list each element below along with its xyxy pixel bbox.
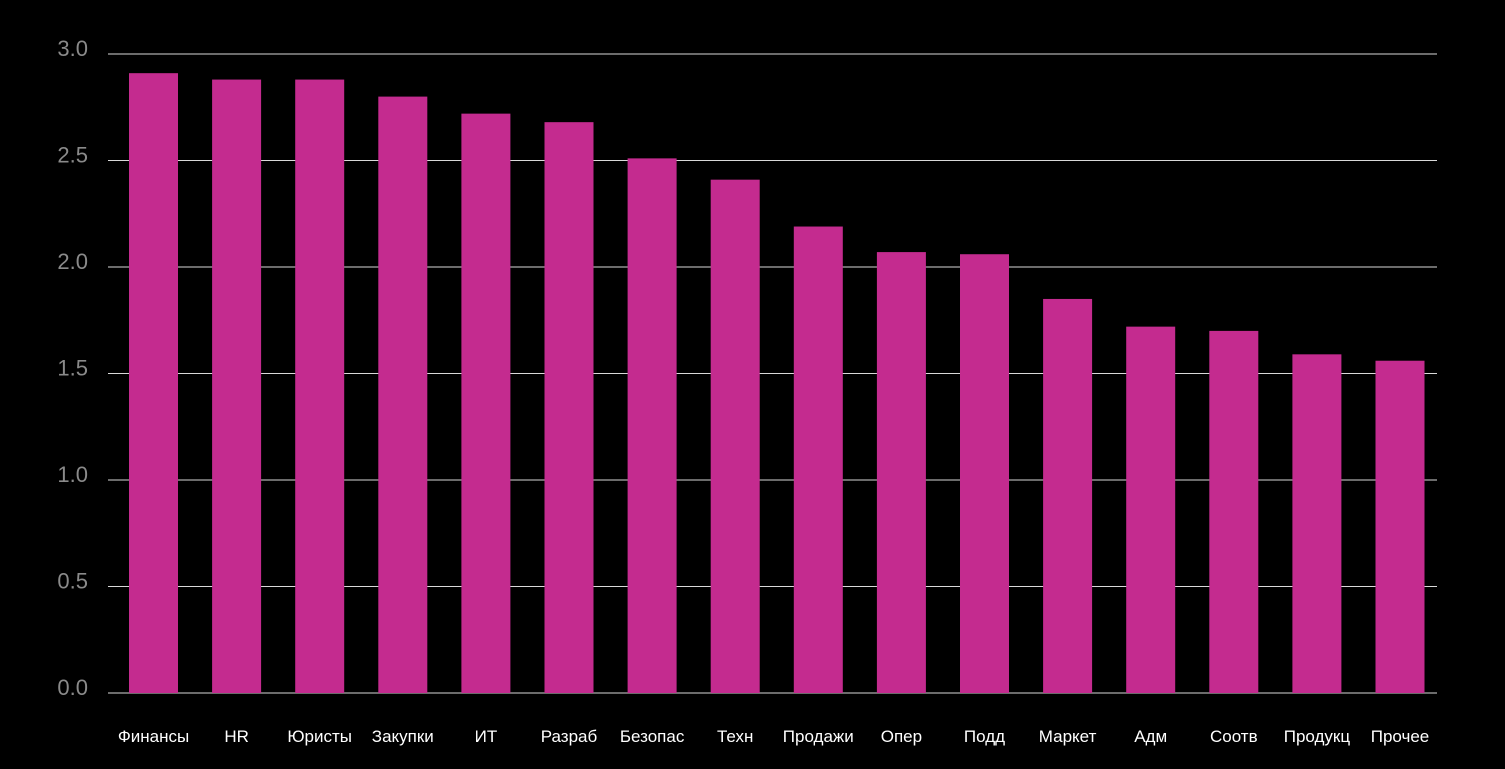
bar: [793, 226, 843, 693]
x-category-label: Подд: [964, 727, 1005, 746]
bar: [876, 252, 926, 693]
y-axis-tick-labels: 0.0 0.5 1.0 1.5 2.0 2.5 3.0: [57, 36, 88, 700]
x-category-label: Закупки: [372, 727, 434, 746]
y-tick-label: 2.5: [57, 143, 88, 168]
bar: [627, 158, 677, 693]
bar: [710, 179, 760, 694]
bar: [1043, 298, 1093, 693]
bar: [378, 96, 428, 694]
bar: [1375, 360, 1425, 693]
bar: [295, 79, 345, 693]
y-tick-label: 0.5: [57, 569, 88, 594]
y-tick-label: 1.5: [57, 356, 88, 381]
x-category-label: HR: [224, 727, 249, 746]
x-category-label: Прочее: [1371, 727, 1430, 746]
y-tick-label: 3.0: [57, 36, 88, 61]
x-category-label: Безопас: [620, 727, 685, 746]
x-category-label: Соотв: [1210, 727, 1258, 746]
bar: [1126, 326, 1176, 693]
x-category-label: Юристы: [287, 727, 352, 746]
bar: [1292, 354, 1342, 693]
bar: [461, 113, 511, 693]
bar: [1209, 330, 1259, 693]
bar: [544, 122, 594, 693]
x-category-label: Продукц: [1284, 727, 1351, 746]
x-category-label: Опер: [881, 727, 922, 746]
y-tick-label: 2.0: [57, 249, 88, 274]
x-category-label: Разраб: [541, 727, 598, 746]
y-tick-label: 0.0: [57, 675, 88, 700]
y-tick-label: 1.0: [57, 462, 88, 487]
bar: [960, 254, 1009, 693]
x-category-label: ИТ: [475, 727, 498, 746]
x-category-label: Продажи: [783, 727, 854, 746]
bar: [212, 79, 262, 693]
x-category-label: Адм: [1134, 727, 1167, 746]
x-category-label: Финансы: [118, 727, 189, 746]
bars: [129, 73, 1425, 694]
x-category-label: Маркет: [1039, 727, 1097, 746]
x-category-label: Техн: [717, 727, 753, 746]
bar: [129, 73, 178, 694]
x-axis-category-labels: Финансы HR Юристы Закупки ИТ Разраб Безопас Тех…: [118, 727, 1429, 746]
